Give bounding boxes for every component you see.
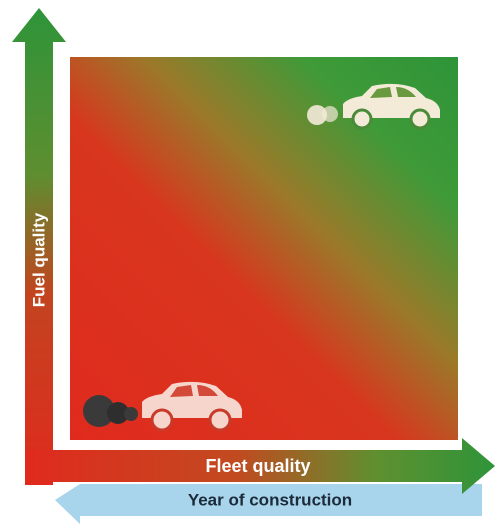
fuel-arrow — [12, 8, 66, 485]
fleet-arrow — [25, 438, 495, 494]
quality-square — [70, 57, 458, 440]
year-arrow — [55, 484, 482, 524]
polluting-car — [83, 381, 242, 432]
fleet-label: Fleet quality — [205, 456, 310, 476]
year-label: Year of construction — [188, 490, 352, 509]
clean-car — [307, 83, 440, 130]
fuel-label: Fuel quality — [29, 212, 48, 307]
